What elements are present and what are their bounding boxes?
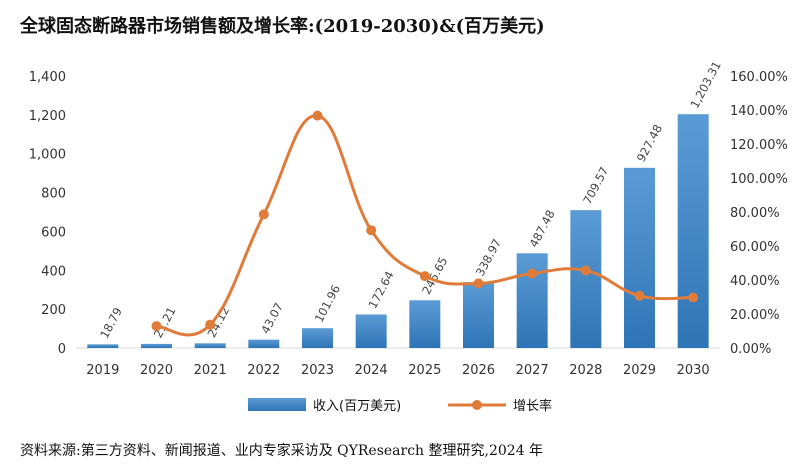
right-tick-label: 40.00% [730,274,780,289]
left-axis: 0 200 400 600 800 1,000 1,200 1,400 [29,70,66,357]
bar-series [87,114,709,349]
legend-line-label: 增长率 [513,398,552,414]
legend: 收入(百万美元) 增长率 [248,398,552,414]
bar [194,343,226,348]
bar [677,114,709,349]
left-tick-label: 400 [41,264,66,279]
legend-bar-swatch [248,398,306,411]
bar-data-label: 709.57 [580,164,611,206]
x-tick-label: 2024 [355,363,388,378]
x-axis: 2019 2020 2021 2022 2023 2024 2025 2026 2027 2028… [76,347,720,378]
bar [248,339,280,348]
growth-point [473,278,484,289]
x-tick-label: 2028 [569,363,602,378]
x-tick-label: 2021 [194,363,227,378]
bar-data-label: 43.07 [258,300,286,336]
x-tick-label: 2020 [140,363,173,378]
x-tick-label: 2029 [623,363,656,378]
growth-point [366,225,377,236]
bar [409,300,441,348]
chart-title: 全球固态断路器市场销售额及增长率:(2019-2030)&(百万美元) [20,16,545,37]
x-tick-label: 2022 [247,363,280,378]
growth-point [312,110,323,121]
x-tick-label: 2019 [86,363,119,378]
right-tick-label: 160.00% [730,70,788,85]
growth-line-series [151,110,699,337]
left-tick-label: 1,400 [29,70,66,85]
bar [87,344,119,348]
bar [141,343,172,348]
right-tick-label: 100.00% [730,172,788,187]
bar-data-label: 338.97 [473,236,504,278]
bar-data-label: 101.96 [312,282,343,324]
bar [355,314,387,348]
growth-point [419,271,430,282]
left-tick-label: 0 [58,342,66,357]
growth-point [151,321,162,332]
bar-data-label: 487.48 [526,208,557,250]
right-axis: 0.00% 20.00% 40.00% 60.00% 80.00% 100.00% 120.… [730,70,788,357]
bar [570,210,602,348]
left-tick-label: 800 [41,187,66,202]
left-tick-label: 200 [41,303,66,318]
right-tick-label: 0.00% [730,342,771,357]
bar-data-label: 927.48 [634,122,665,164]
right-tick-label: 60.00% [730,240,780,255]
left-tick-label: 600 [41,225,66,240]
right-tick-label: 20.00% [730,308,780,323]
bar-data-label: 172.64 [365,269,396,311]
bar [624,167,655,348]
x-tick-label: 2030 [677,363,710,378]
growth-point [527,268,538,279]
left-tick-label: 1,200 [29,109,66,124]
left-tick-label: 1,000 [29,148,66,163]
bar-data-label: 1,203.31 [687,59,723,111]
x-tick-label: 2023 [301,363,334,378]
bar [463,282,494,348]
right-tick-label: 120.00% [730,138,788,153]
x-tick-label: 2027 [516,363,549,378]
growth-point [688,292,699,303]
bar-data-label: 18.79 [97,305,125,341]
bar [516,253,548,348]
right-tick-label: 80.00% [730,206,780,221]
bar [302,328,333,348]
growth-point [580,265,591,276]
growth-point [205,319,216,330]
legend-line-marker [472,400,482,410]
zhihu-watermark: 知乎 @恒州博智QYResear... [548,426,770,446]
growth-point [258,209,269,220]
x-tick-label: 2025 [408,363,441,378]
x-tick-label: 2026 [462,363,495,378]
growth-point [634,290,645,301]
legend-bar-label: 收入(百万美元) [313,399,401,414]
right-tick-label: 140.00% [730,104,788,119]
source-note: 资料来源:第三方资料、新闻报道、业内专家采访及 QYResearch 整理研究,… [20,443,544,459]
